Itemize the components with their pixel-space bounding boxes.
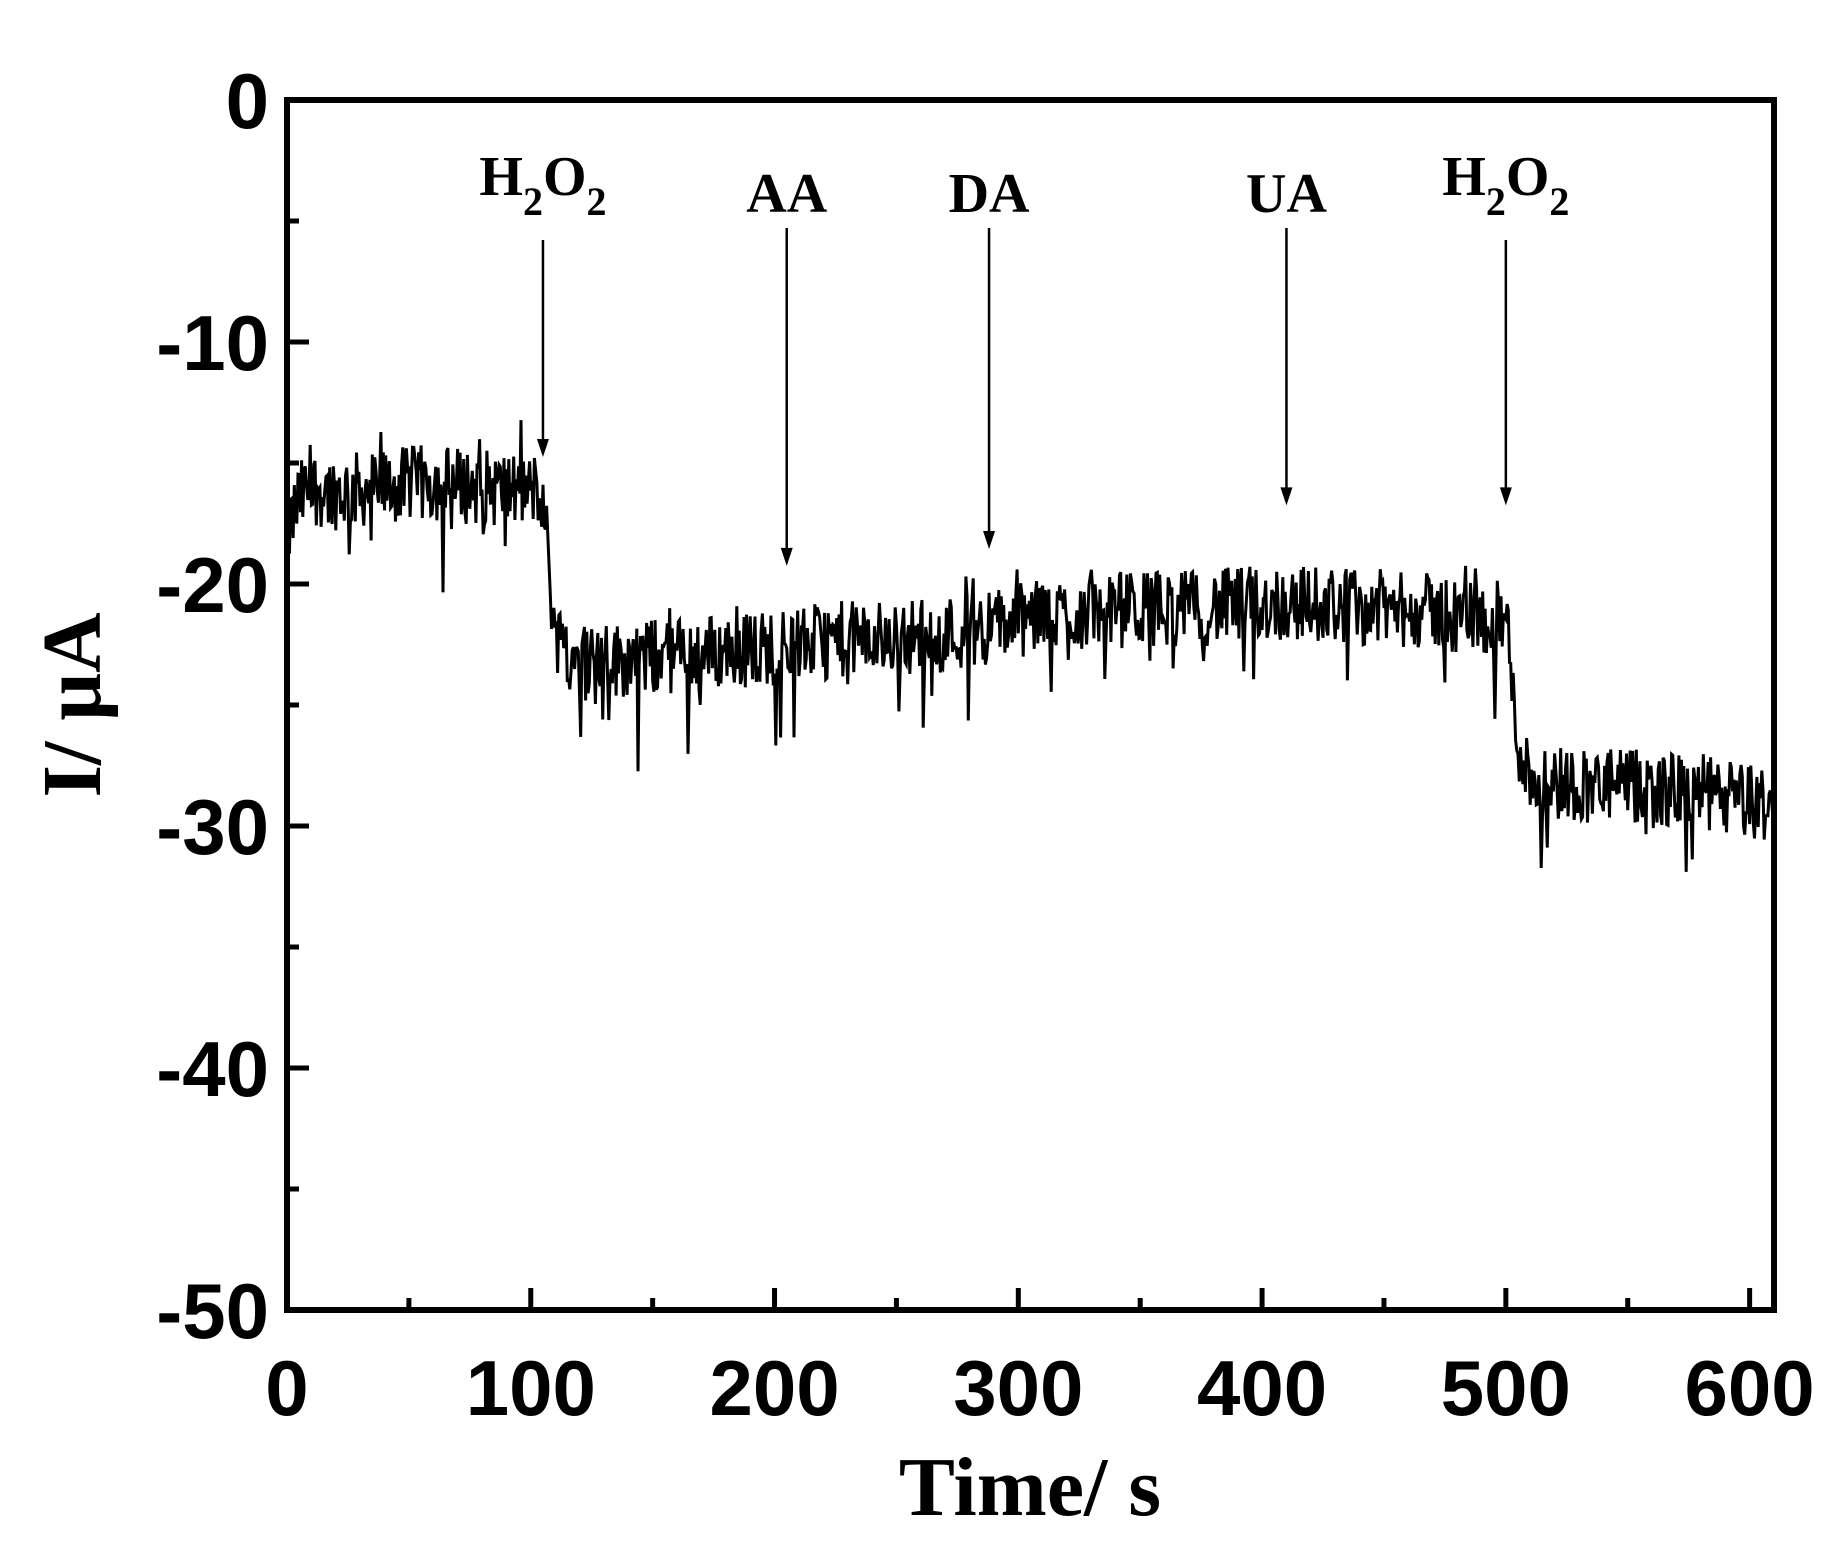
x-axis-title: Time/ s: [899, 1441, 1161, 1534]
y-tick-label: -20: [156, 541, 269, 629]
y-tick-label: 0: [226, 57, 269, 145]
x-tick-label: 100: [466, 1344, 596, 1432]
y-tick-label: -40: [156, 1025, 269, 1113]
tick-labels: 0 100 200 300 400 500 600 0 -10 -20 -30 -40 -50: [156, 57, 1814, 1432]
y-axis-title: I/ μA: [26, 612, 119, 798]
annotation-label: DA: [949, 163, 1030, 225]
y-tick-label: -10: [156, 299, 269, 387]
annotation-label: UA: [1246, 163, 1327, 225]
annotation-arrowhead: [780, 547, 793, 566]
axis-ticks: [284, 97, 1753, 1313]
x-tick-label: 200: [709, 1344, 839, 1432]
annotation-arrowhead: [536, 439, 549, 457]
annotation-arrowhead: [1499, 487, 1512, 506]
annotation-arrowhead: [983, 530, 996, 549]
x-tick-label: 0: [265, 1344, 308, 1432]
annotation-label: AA: [746, 163, 827, 225]
annotation-label: H2O2: [1442, 146, 1569, 224]
x-tick-label: 600: [1685, 1344, 1815, 1432]
plot-frame: [284, 97, 1777, 1313]
x-tick-label: 400: [1197, 1344, 1327, 1432]
current-trace: [285, 420, 1776, 872]
annotations: H2O2 AA DA UA H2O2: [479, 146, 1569, 566]
y-tick-label: -30: [156, 783, 269, 871]
y-tick-label: -50: [156, 1267, 269, 1355]
annotation-label: H2O2: [479, 146, 606, 224]
x-tick-label: 500: [1441, 1344, 1571, 1432]
x-tick-label: 300: [953, 1344, 1083, 1432]
annotation-arrowhead: [1280, 487, 1293, 506]
